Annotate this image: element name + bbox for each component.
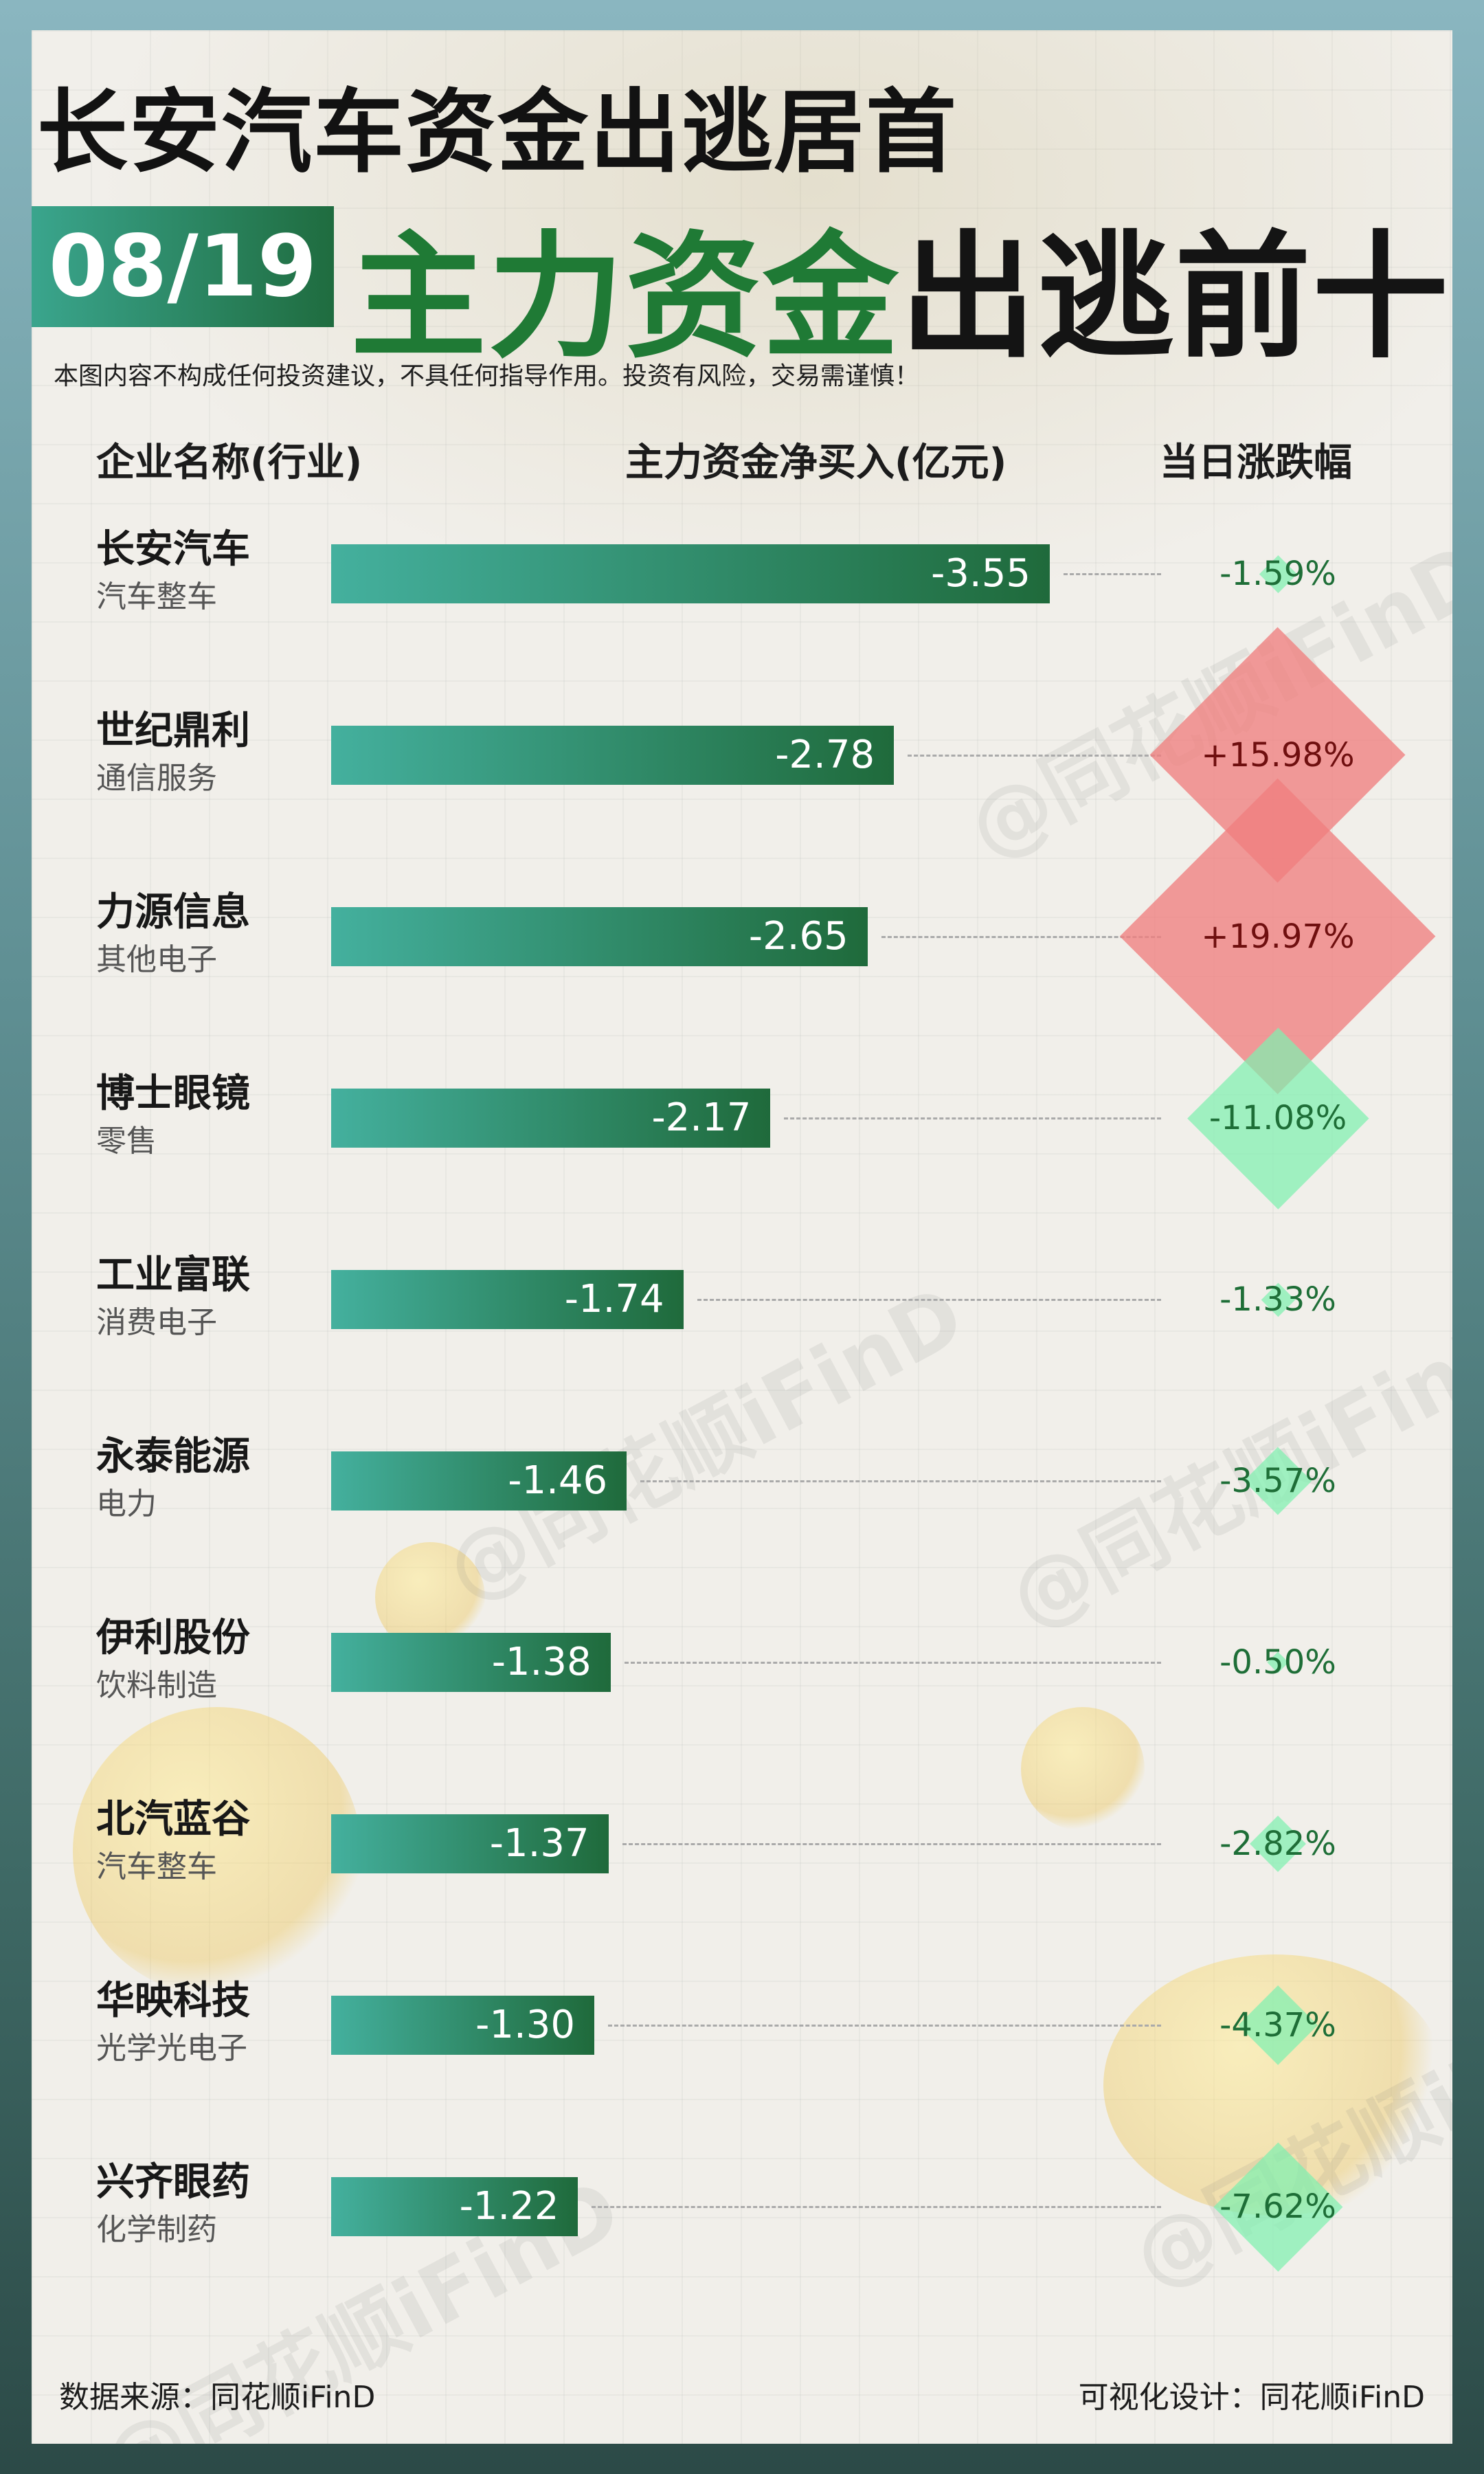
change-label: -11.08%	[1208, 1099, 1347, 1137]
bar: -2.17	[331, 1089, 771, 1148]
bar: -2.78	[331, 726, 895, 785]
change-label: -4.37%	[1219, 2006, 1336, 2044]
leader-line	[622, 1843, 1161, 1845]
bar-value-label: -2.78	[775, 733, 875, 777]
industry-label: 饮料制造	[96, 1668, 217, 1703]
bar: -1.74	[331, 1270, 684, 1329]
bar: -3.55	[331, 544, 1050, 603]
bar: -1.46	[331, 1451, 627, 1511]
bar-value-label: -3.55	[931, 551, 1031, 596]
bar: -1.22	[331, 2177, 578, 2236]
column-header-netflow: 主力资金净买入(亿元)	[625, 441, 1007, 485]
page-title: 长安汽车资金出逃居首	[37, 80, 958, 186]
company-name: 力源信息	[96, 890, 250, 935]
leader-line	[592, 2206, 1161, 2208]
date-badge: 08/19	[32, 206, 334, 327]
industry-label: 电力	[96, 1486, 157, 1522]
chart-title-black: 出逃前十	[900, 218, 1450, 377]
bar-value-label: -1.46	[508, 1458, 608, 1503]
change-label: -3.57%	[1219, 1462, 1336, 1500]
company-name: 永泰能源	[96, 1434, 250, 1479]
design-credit: 可视化设计：同花顺iFinD	[1078, 2380, 1425, 2415]
industry-label: 其他电子	[96, 942, 217, 977]
change-label: -1.59%	[1219, 555, 1336, 593]
change-label: +19.97%	[1201, 917, 1355, 956]
column-header-change: 当日涨跌幅	[1160, 441, 1352, 485]
bar: -2.65	[331, 907, 868, 966]
industry-label: 汽车整车	[96, 1849, 217, 1884]
data-source: 数据来源：同花顺iFinD	[59, 2380, 376, 2415]
bar: -1.37	[331, 1814, 609, 1873]
bar-value-label: -1.22	[459, 2184, 559, 2229]
chart-title-green: 主力资金	[350, 218, 900, 377]
column-header-company: 企业名称(行业)	[96, 441, 363, 485]
change-label: -2.82%	[1219, 1825, 1336, 1863]
company-name: 伊利股份	[96, 1616, 250, 1660]
bar: -1.38	[331, 1633, 611, 1692]
coin-decoration	[73, 1707, 361, 1996]
bar-value-label: -2.17	[651, 1095, 752, 1140]
coin-decoration	[1021, 1707, 1145, 1831]
leader-line	[881, 936, 1161, 938]
bar-value-label: -1.30	[475, 2003, 576, 2047]
leader-line	[784, 1117, 1161, 1119]
change-label: -0.50%	[1219, 1643, 1336, 1682]
change-label: -7.62%	[1219, 2187, 1336, 2226]
company-name: 博士眼镜	[96, 1071, 250, 1116]
bar-value-label: -1.74	[564, 1277, 664, 1322]
bar-value-label: -1.37	[489, 1821, 589, 1866]
leader-line	[640, 1480, 1161, 1482]
industry-label: 通信服务	[96, 761, 217, 796]
leader-line	[1064, 573, 1161, 575]
company-name: 华映科技	[96, 1979, 250, 2023]
bar: -1.30	[331, 1996, 595, 2055]
chart-title: 主力资金出逃前十	[350, 187, 1450, 384]
bar-value-label: -1.38	[491, 1640, 592, 1684]
industry-label: 汽车整车	[96, 579, 217, 614]
disclaimer: 本图内容不构成任何投资建议，不具任何指导作用。投资有风险，交易需谨慎！	[54, 362, 920, 390]
leader-line	[908, 755, 1161, 757]
leader-line	[608, 2025, 1161, 2027]
company-name: 兴齐眼药	[96, 2160, 250, 2205]
company-name: 世纪鼎利	[96, 709, 250, 753]
industry-label: 光学光电子	[96, 2031, 247, 2066]
industry-label: 零售	[96, 1124, 157, 1159]
leader-line	[697, 1299, 1161, 1301]
change-label: -1.33%	[1219, 1280, 1336, 1319]
industry-label: 化学制药	[96, 2212, 217, 2247]
change-label: +15.98%	[1201, 736, 1355, 774]
poster-panel: @同花顺iFinD @同花顺iFinD @同花顺iFinD @同花顺iFinD …	[32, 30, 1452, 2444]
industry-label: 消费电子	[96, 1305, 217, 1340]
company-name: 工业富联	[96, 1253, 250, 1297]
leader-line	[624, 1662, 1161, 1664]
company-name: 长安汽车	[96, 527, 250, 572]
bar-value-label: -2.65	[748, 914, 848, 959]
company-name: 北汽蓝谷	[96, 1797, 250, 1842]
